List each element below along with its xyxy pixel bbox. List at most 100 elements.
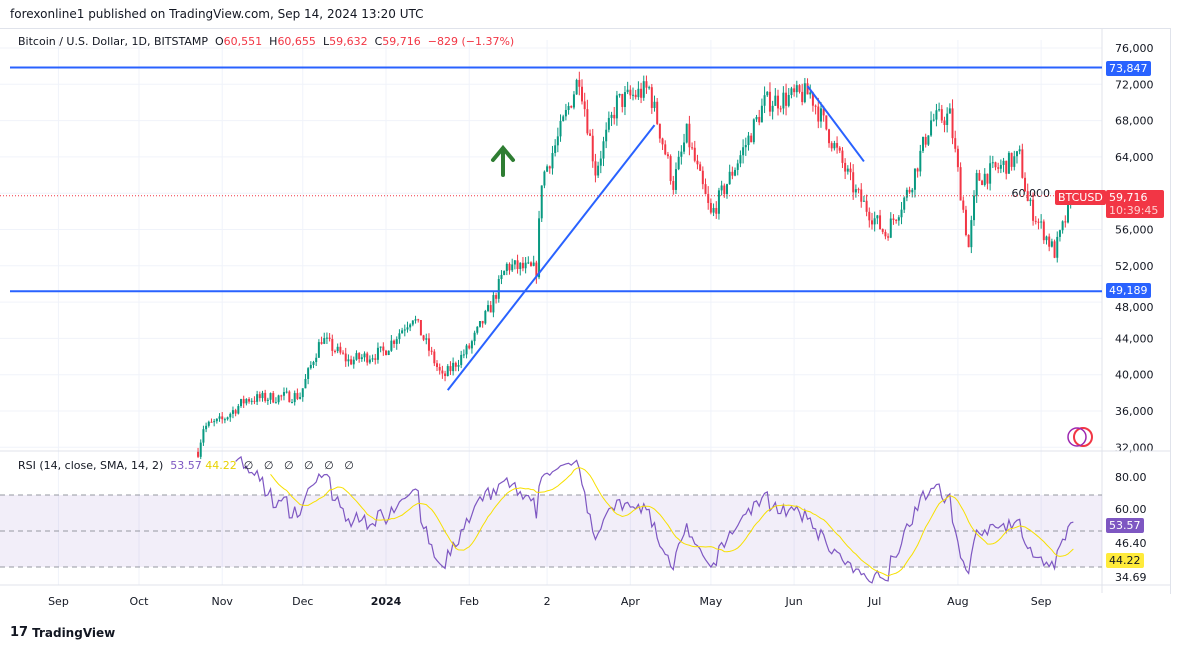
candle bbox=[355, 353, 358, 360]
rsi-sma-tag: 44.22 bbox=[1106, 553, 1144, 568]
candle bbox=[1007, 152, 1010, 174]
candle bbox=[215, 418, 218, 422]
candle bbox=[790, 88, 793, 95]
candle bbox=[441, 370, 444, 374]
candle bbox=[978, 173, 981, 181]
candle bbox=[331, 338, 334, 351]
candle bbox=[728, 171, 731, 185]
candle bbox=[559, 120, 562, 137]
candle bbox=[602, 141, 605, 159]
candle bbox=[449, 366, 452, 372]
candle bbox=[221, 416, 224, 420]
rsi-axis-label: 60.00 bbox=[1115, 503, 1147, 516]
rsi-extra: ∅ bbox=[263, 459, 274, 472]
candle bbox=[296, 393, 299, 399]
rsi-extra: ∅ bbox=[344, 459, 354, 472]
candle bbox=[701, 170, 704, 185]
candle bbox=[943, 120, 946, 125]
candle bbox=[956, 148, 959, 168]
time-axis-label: Oct bbox=[129, 595, 149, 608]
candle bbox=[766, 91, 769, 96]
time-axis-label: 2024 bbox=[371, 595, 402, 608]
price-axis-label: 68,000 bbox=[1115, 115, 1154, 128]
chart-frame[interactable] bbox=[0, 28, 1171, 594]
candle bbox=[720, 185, 723, 191]
trend-line bbox=[446, 124, 656, 391]
candle bbox=[854, 189, 857, 193]
candle bbox=[900, 209, 903, 218]
candle bbox=[339, 346, 342, 353]
candle bbox=[1010, 152, 1013, 167]
candle bbox=[336, 346, 339, 352]
candle bbox=[938, 109, 941, 111]
price-axis-label: 36,000 bbox=[1115, 405, 1154, 418]
candle bbox=[696, 160, 699, 165]
candle bbox=[725, 184, 728, 195]
candle bbox=[470, 341, 473, 349]
candle bbox=[575, 79, 578, 95]
candle bbox=[785, 92, 788, 106]
candle bbox=[414, 319, 417, 321]
candle bbox=[916, 168, 919, 172]
tv-logo-icon: 𝟭𝟳 bbox=[10, 625, 29, 640]
candle bbox=[1018, 149, 1021, 152]
candle bbox=[1024, 177, 1027, 192]
candle bbox=[1050, 241, 1053, 247]
candle bbox=[986, 173, 989, 184]
candle bbox=[626, 89, 629, 93]
candle bbox=[924, 137, 927, 145]
candle bbox=[758, 117, 761, 123]
candle bbox=[524, 262, 527, 269]
candle bbox=[387, 350, 390, 356]
candle bbox=[358, 353, 361, 360]
candle bbox=[567, 105, 570, 110]
candle bbox=[478, 321, 481, 327]
candle bbox=[309, 364, 312, 369]
candle bbox=[529, 262, 532, 266]
candle bbox=[591, 135, 594, 162]
candle bbox=[836, 143, 839, 148]
candle bbox=[707, 194, 710, 203]
candle bbox=[648, 87, 651, 89]
price-axis-label: 72,000 bbox=[1115, 78, 1154, 91]
tradingview-logo[interactable]: 𝟭𝟳 TradingView bbox=[10, 625, 115, 640]
candle bbox=[948, 108, 951, 114]
time-axis-label: Nov bbox=[211, 595, 233, 608]
candle bbox=[637, 88, 640, 98]
time-axis-label: May bbox=[700, 595, 723, 608]
last-price-tag: 59,716 10:39:45 bbox=[1106, 190, 1164, 218]
candle bbox=[438, 367, 441, 371]
candle bbox=[892, 218, 895, 220]
rsi-axis-label: 80.00 bbox=[1115, 471, 1147, 484]
candle bbox=[570, 105, 573, 108]
candle bbox=[857, 189, 860, 191]
candle bbox=[457, 365, 460, 367]
candle bbox=[962, 200, 965, 210]
candle bbox=[1002, 160, 1005, 165]
candle bbox=[879, 215, 882, 230]
candle bbox=[382, 346, 385, 351]
candle bbox=[1042, 221, 1045, 241]
candle bbox=[755, 117, 758, 120]
candle bbox=[1053, 241, 1056, 258]
candle bbox=[817, 106, 820, 122]
rsi-extra: ∅ bbox=[324, 459, 334, 472]
candle bbox=[782, 92, 785, 109]
candle bbox=[669, 156, 672, 182]
candle bbox=[607, 117, 610, 130]
candle bbox=[564, 109, 567, 117]
price-axis-label: 64,000 bbox=[1115, 151, 1154, 164]
candle bbox=[801, 91, 804, 103]
candle bbox=[599, 158, 602, 166]
close-label: C bbox=[374, 35, 383, 48]
candle bbox=[589, 133, 592, 136]
candle bbox=[623, 92, 626, 107]
candle bbox=[983, 173, 986, 185]
time-axis-label: Sep bbox=[1031, 595, 1052, 608]
candle bbox=[304, 378, 307, 389]
upper-line-price-tag: 73,847 bbox=[1106, 61, 1151, 76]
candle bbox=[825, 115, 828, 130]
candle bbox=[709, 202, 712, 213]
candle bbox=[913, 168, 916, 190]
